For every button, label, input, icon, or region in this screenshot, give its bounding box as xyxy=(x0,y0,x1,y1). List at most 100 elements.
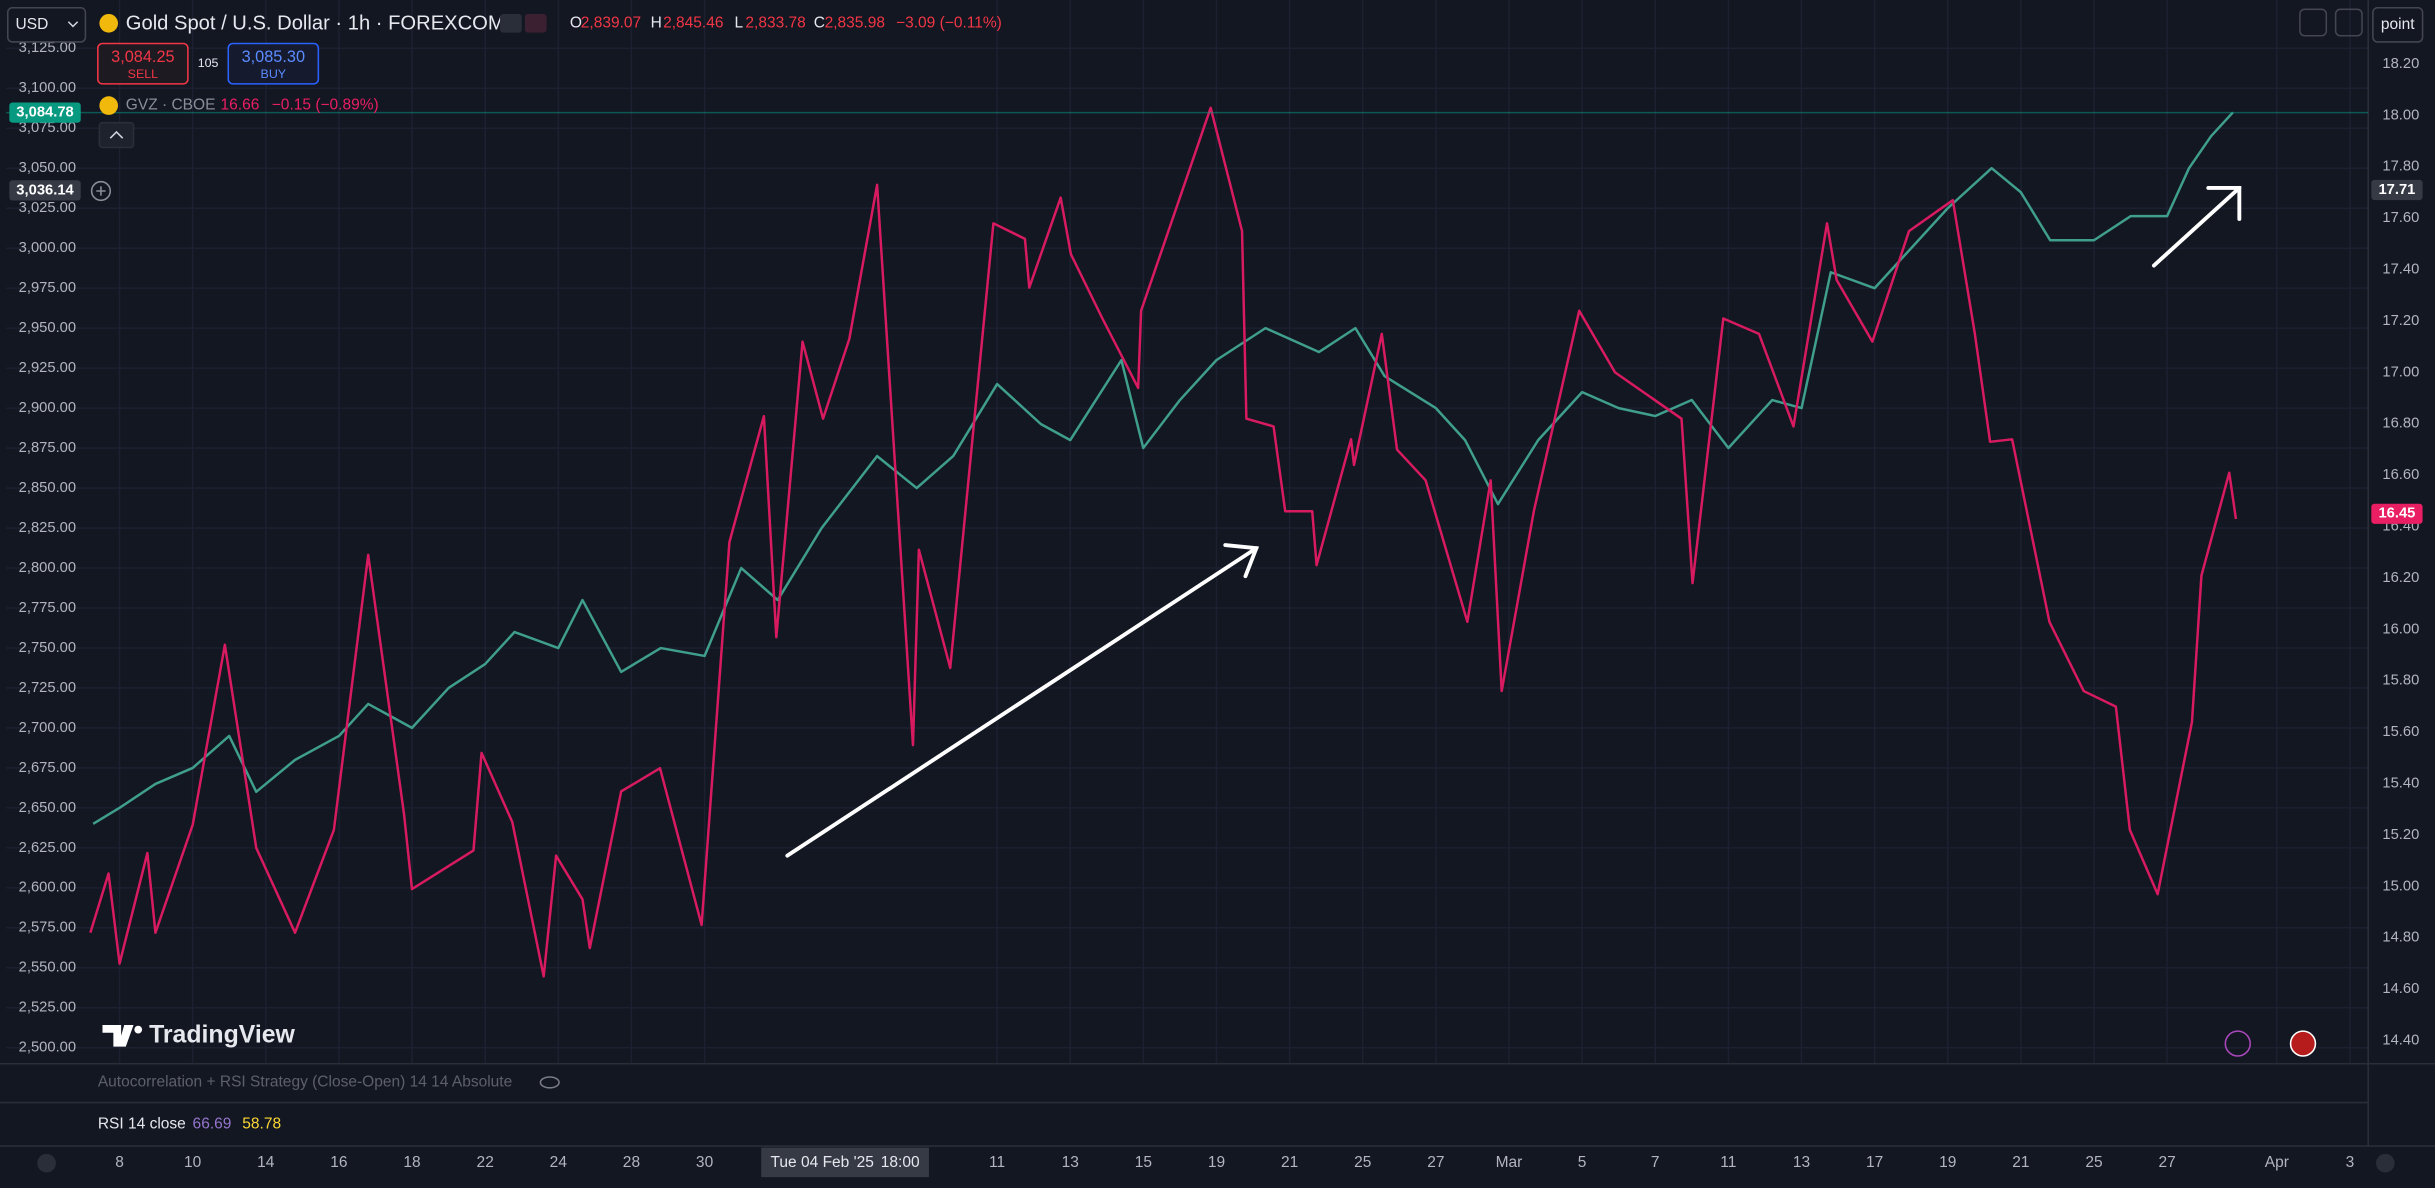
price-label-box xyxy=(9,180,81,201)
y-tick-label: 2,500.00 xyxy=(19,1040,76,1056)
sell-button[interactable] xyxy=(97,42,189,85)
download-button[interactable] xyxy=(2299,8,2328,37)
x-tick-label: 3 xyxy=(2346,1154,2355,1171)
symbol-title[interactable]: Gold Spot / U.S. Dollar · 1h · FOREXCOM xyxy=(126,12,505,34)
collapse-button[interactable] xyxy=(98,121,135,149)
currency: USD xyxy=(16,16,49,33)
y-tick-label: 3,100.00 xyxy=(19,80,76,96)
spread: 105 xyxy=(198,56,219,70)
y-tick-label: 2,900.00 xyxy=(19,400,76,416)
flag-icon[interactable] xyxy=(2289,1030,2317,1057)
y2-tick-label: 17.20 xyxy=(2382,313,2419,329)
toggle[interactable] xyxy=(524,13,547,33)
logo-dot xyxy=(134,1025,143,1034)
ohlc-key: O xyxy=(570,14,582,31)
annotation-arrows xyxy=(785,185,2242,858)
y-tick-label: 3,075.00 xyxy=(19,120,76,136)
x-tick-label: Apr xyxy=(2265,1154,2289,1171)
fullscreen-button[interactable] xyxy=(2334,8,2363,37)
x-tick-label: 25 xyxy=(2085,1154,2102,1171)
y-tick-label: 2,775.00 xyxy=(19,600,76,616)
x-tick-label: 7 xyxy=(1651,1154,1660,1171)
x-tick-label: 17 xyxy=(1866,1154,1883,1171)
currency-select[interactable] xyxy=(6,6,87,43)
y2-tick-label: 16.20 xyxy=(2382,570,2419,586)
y2-tick-label: 14.60 xyxy=(2382,981,2419,997)
y2-tick-label: 16.80 xyxy=(2382,416,2419,432)
add-button[interactable] xyxy=(90,180,112,202)
collapse-icon xyxy=(109,130,124,139)
buy-price: 3,085.30 xyxy=(242,48,305,66)
ohlc-value: 2,835.98 xyxy=(825,14,885,31)
goto-button[interactable] xyxy=(37,1153,56,1173)
series-line xyxy=(89,106,2238,978)
y2-tick-label: 17.40 xyxy=(2382,262,2419,278)
auto-button[interactable] xyxy=(2375,1153,2395,1173)
y2-tick-label: 15.60 xyxy=(2382,724,2419,740)
y2-tick-label: 18.20 xyxy=(2382,56,2419,72)
plus-icon xyxy=(96,186,106,196)
x-tick-label: Mar xyxy=(1496,1154,1523,1171)
y-tick-label: 2,725.00 xyxy=(19,680,76,696)
x-tick-label: 13 xyxy=(1062,1154,1079,1171)
x-tick-label: 25 xyxy=(1354,1154,1371,1171)
events-icon[interactable] xyxy=(2224,1030,2251,1057)
price-label: 17.71 xyxy=(2378,182,2415,198)
ohlc-value: 2,845.46 xyxy=(663,14,723,31)
x-tick-label: 11 xyxy=(989,1154,1005,1171)
arrow xyxy=(785,546,1259,858)
point-label: point xyxy=(2381,16,2415,33)
x-tick-label: 21 xyxy=(1281,1154,1298,1171)
x-tick-label: 24 xyxy=(550,1154,568,1171)
overlay-change: −0.15 (−0.89%) xyxy=(272,97,379,114)
y-tick-label: 2,600.00 xyxy=(19,880,76,896)
y-tick-label: 2,550.00 xyxy=(19,960,76,976)
strategy-label[interactable]: Autocorrelation + RSI Strategy (Close-Op… xyxy=(98,1073,512,1090)
y-tick-label: 2,525.00 xyxy=(19,1000,76,1016)
point-button[interactable] xyxy=(2372,6,2424,43)
crosshair-time: 18:00 xyxy=(881,1154,920,1171)
y-tick-label: 2,975.00 xyxy=(19,280,76,296)
overlay-symbol[interactable]: GVZ · CBOE xyxy=(126,97,216,114)
y2-tick-label: 17.60 xyxy=(2382,210,2419,226)
x-tick-label: 14 xyxy=(257,1154,275,1171)
x-tick-label: 19 xyxy=(1939,1154,1956,1171)
rsi-label[interactable]: RSI 14 close xyxy=(98,1115,186,1132)
toggle[interactable] xyxy=(500,13,522,33)
arrow-head xyxy=(2206,185,2242,221)
grid xyxy=(6,0,2369,1064)
x-tick-label: 11 xyxy=(1720,1154,1736,1171)
buy-label: BUY xyxy=(261,67,287,81)
visibility-icon[interactable] xyxy=(539,1076,560,1089)
buy-button[interactable] xyxy=(227,42,320,85)
y-tick-label: 3,125.00 xyxy=(19,40,76,56)
overlay-icon xyxy=(99,96,119,115)
y-tick-label: 2,875.00 xyxy=(19,440,76,456)
x-tick-label: 5 xyxy=(1578,1154,1587,1171)
rsi-value: 66.69 xyxy=(193,1115,232,1132)
price-label-box xyxy=(9,102,81,123)
y-tick-label: 2,700.00 xyxy=(19,720,76,736)
change: −3.09 (−0.11%) xyxy=(896,14,1002,31)
price-label: 16.45 xyxy=(2378,506,2415,522)
x-tick-label: 16 xyxy=(330,1154,347,1171)
arrow xyxy=(2151,185,2242,268)
x-tick-label: 10 xyxy=(184,1154,202,1171)
x-tick-label: 8 xyxy=(115,1154,124,1171)
ohlc-key: C xyxy=(814,14,825,31)
plot: 2,500.00 2,525.00 2,550.00 2,575.00 2,600.00… xyxy=(6,40,2423,1056)
y-tick-label: 2,800.00 xyxy=(19,560,76,576)
x-tick-label: 27 xyxy=(2158,1154,2175,1171)
ohlc-key: L xyxy=(735,14,744,31)
y2-tick-label: 14.40 xyxy=(2382,1033,2419,1049)
x-tick-label: 18 xyxy=(403,1154,420,1171)
y2-tick-label: 17.80 xyxy=(2382,159,2419,175)
logo-mark xyxy=(102,1024,134,1047)
y-tick-label: 2,825.00 xyxy=(19,520,76,536)
x-tick-label: 15 xyxy=(1135,1154,1152,1171)
sell-label: SELL xyxy=(128,67,158,81)
crosshair-date: Tue 04 Feb '25 xyxy=(771,1154,874,1171)
